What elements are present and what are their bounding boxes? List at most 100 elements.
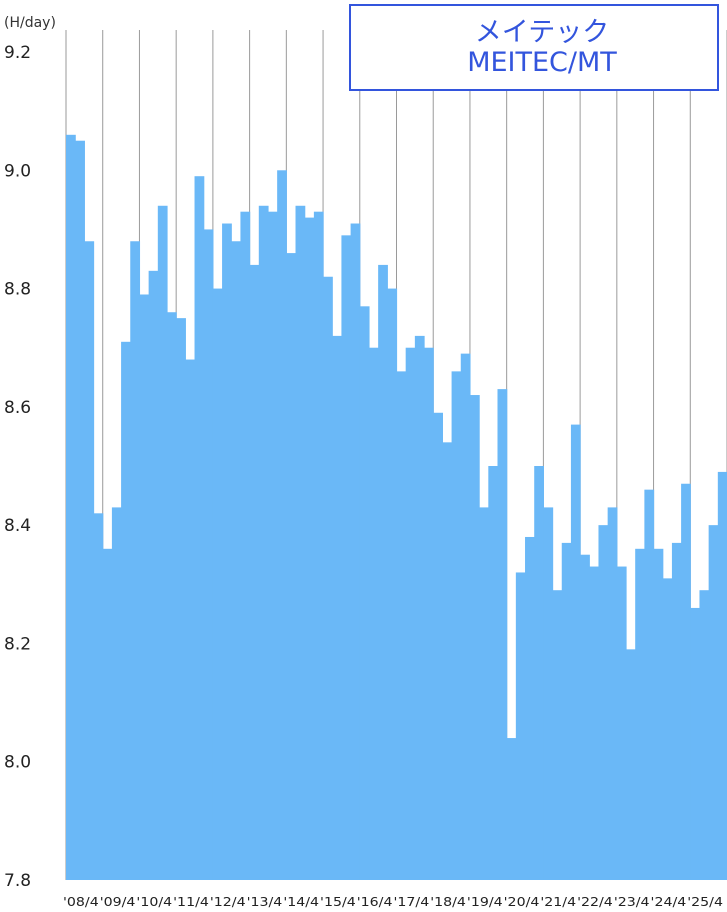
bar — [286, 253, 297, 881]
y-unit-label: (H/day) — [4, 15, 56, 31]
bar — [479, 507, 489, 880]
bar — [405, 347, 416, 881]
bar — [589, 566, 600, 880]
x-tick-label: '18/4 — [430, 894, 466, 909]
bar — [534, 466, 544, 880]
bar — [359, 306, 370, 880]
x-tick-label: '14/4 — [283, 894, 319, 909]
bar — [488, 466, 499, 880]
bar — [561, 542, 572, 880]
x-tick-label: '25/4 — [687, 894, 723, 909]
bar — [708, 525, 719, 880]
x-tick-label: '23/4 — [614, 894, 650, 909]
bar — [341, 235, 352, 881]
bar — [231, 241, 242, 880]
bar — [451, 371, 462, 880]
legend-line-1: メイテック — [474, 16, 610, 48]
bar — [240, 211, 251, 880]
bar — [350, 223, 361, 880]
bar — [414, 335, 425, 880]
bar — [717, 471, 727, 880]
bar — [323, 276, 333, 880]
bar — [681, 483, 691, 880]
bar — [497, 389, 508, 880]
bar — [515, 572, 526, 880]
bar — [671, 542, 682, 880]
bar — [662, 578, 673, 880]
bar — [378, 264, 388, 880]
bar — [460, 353, 471, 880]
bar — [626, 649, 636, 880]
bar — [148, 270, 159, 881]
x-axis: '08/4'09/4'10/4'11/4'12/4'13/4'14/4'15/4… — [63, 894, 723, 909]
bar — [277, 170, 287, 881]
x-tick-label: '08/4 — [63, 894, 99, 909]
bar — [295, 205, 306, 880]
bar — [111, 507, 122, 880]
x-tick-label: '11/4 — [173, 894, 209, 909]
y-axis: 9.2 9.0 8.8 8.6 8.4 8.2 8.0 7.8 — [4, 43, 31, 891]
bar — [607, 507, 618, 880]
bar — [653, 548, 664, 880]
bar — [176, 318, 186, 880]
bar — [212, 288, 223, 880]
x-tick-label: '17/4 — [394, 894, 430, 909]
y-tick-label: 8.0 — [4, 753, 31, 773]
bar — [66, 134, 76, 881]
bar — [616, 566, 627, 880]
x-tick-label: '09/4 — [100, 894, 136, 909]
bar — [424, 347, 434, 881]
x-tick-label: '22/4 — [577, 894, 613, 909]
x-tick-label: '19/4 — [467, 894, 503, 909]
bar — [157, 205, 168, 880]
bar — [570, 424, 581, 880]
bar — [635, 548, 645, 880]
bar — [75, 140, 85, 880]
bar — [396, 371, 407, 880]
x-tick-label: '13/4 — [247, 894, 283, 909]
bar — [442, 442, 453, 880]
bar — [598, 525, 609, 880]
bar — [222, 223, 232, 880]
bar — [699, 590, 710, 880]
y-tick-label: 8.4 — [4, 516, 31, 536]
bar — [84, 241, 95, 880]
bars — [66, 134, 727, 881]
bar — [525, 536, 535, 880]
x-tick-label: '15/4 — [320, 894, 356, 909]
bar — [93, 513, 104, 880]
bar — [194, 176, 205, 880]
bar — [102, 548, 113, 880]
bar — [332, 335, 343, 880]
bar — [304, 217, 315, 881]
bar — [580, 554, 590, 880]
bar — [203, 229, 214, 880]
bar — [249, 264, 260, 880]
legend-line-2: MEITEC/MT — [467, 46, 617, 78]
y-tick-label: 8.8 — [4, 280, 31, 300]
x-tick-label: '12/4 — [210, 894, 246, 909]
x-tick-label: '16/4 — [357, 894, 393, 909]
bar — [121, 341, 131, 880]
bar — [267, 211, 278, 880]
bar — [166, 312, 177, 881]
bar — [690, 607, 701, 880]
bar — [185, 359, 196, 880]
legend: メイテック MEITEC/MT — [349, 4, 719, 91]
bar — [130, 241, 141, 880]
bar — [469, 395, 480, 880]
bar — [552, 590, 563, 880]
x-tick-label: '20/4 — [504, 894, 540, 909]
x-tick-label: '24/4 — [651, 894, 687, 909]
bar — [139, 294, 150, 880]
x-tick-label: '10/4 — [136, 894, 172, 909]
bar — [258, 205, 269, 880]
bar — [543, 507, 554, 880]
bar — [368, 347, 379, 881]
y-tick-label: 8.2 — [4, 634, 31, 654]
y-tick-label: 7.8 — [4, 871, 31, 891]
bar — [313, 211, 324, 880]
bar — [433, 412, 443, 880]
x-tick-label: '21/4 — [540, 894, 576, 909]
